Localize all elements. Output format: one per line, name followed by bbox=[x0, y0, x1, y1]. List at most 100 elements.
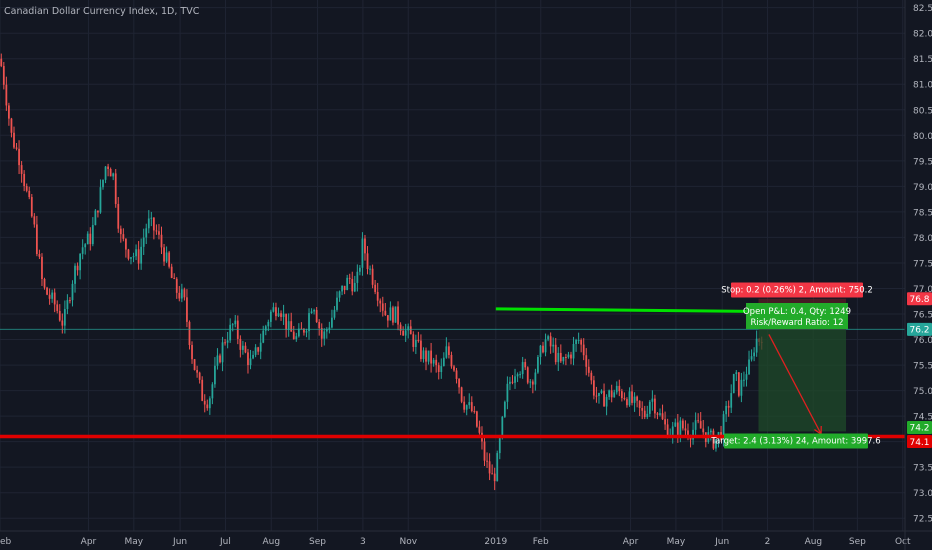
candle-body bbox=[125, 238, 127, 250]
candle-body bbox=[97, 210, 99, 213]
candle-body bbox=[358, 267, 361, 272]
candle-body bbox=[519, 374, 522, 376]
candle-body bbox=[282, 313, 285, 317]
candle-body bbox=[308, 313, 310, 332]
candle-body bbox=[552, 344, 555, 347]
candle-body bbox=[440, 366, 443, 372]
candle-body bbox=[170, 266, 173, 278]
candle-body bbox=[163, 247, 165, 262]
candle-body bbox=[414, 340, 417, 347]
x-tick-label: Sep bbox=[849, 537, 866, 547]
y-tick-label: 72.5 bbox=[913, 515, 932, 525]
candle-body bbox=[468, 402, 471, 406]
candle-body bbox=[740, 379, 743, 396]
candle-body bbox=[470, 402, 473, 412]
candle-body bbox=[585, 355, 588, 367]
candle-body bbox=[160, 234, 163, 248]
candle-body bbox=[122, 234, 125, 239]
candle-body bbox=[638, 400, 641, 408]
open-pl-text: Risk/Reward Ratio: 12 bbox=[750, 318, 843, 328]
candle-body bbox=[102, 179, 104, 188]
candle-body bbox=[435, 359, 438, 366]
candle-body bbox=[384, 310, 387, 316]
candle-body bbox=[193, 359, 196, 370]
x-tick-label: Jun bbox=[172, 537, 187, 547]
candle-body bbox=[463, 401, 466, 410]
candle-body bbox=[404, 330, 407, 336]
y-tick-label: 77.5 bbox=[913, 259, 932, 269]
y-tick-label: 74.5 bbox=[913, 413, 932, 423]
candle-body bbox=[699, 421, 702, 429]
stop-label-box bbox=[731, 282, 863, 298]
y-tick-label: 73.0 bbox=[913, 489, 932, 499]
price-label-support bbox=[907, 435, 932, 449]
candle-body bbox=[702, 428, 705, 433]
candle-body bbox=[684, 428, 687, 431]
candle-body bbox=[386, 315, 389, 321]
x-tick-label: eb bbox=[0, 537, 12, 547]
candle-body bbox=[643, 410, 646, 418]
candle-body bbox=[557, 352, 560, 363]
candle-body bbox=[709, 430, 712, 433]
candle-body bbox=[674, 422, 677, 427]
candle-body bbox=[249, 358, 252, 366]
candle-body bbox=[430, 350, 432, 364]
candle-body bbox=[577, 339, 580, 341]
candle-body bbox=[570, 354, 572, 359]
candle-body bbox=[529, 381, 532, 383]
candle-body bbox=[297, 328, 300, 337]
candle-body bbox=[554, 344, 557, 363]
candle-body bbox=[374, 284, 377, 292]
candle-body bbox=[442, 357, 445, 367]
candle-body bbox=[697, 420, 700, 422]
candle-body bbox=[371, 268, 374, 285]
candle-body bbox=[381, 303, 384, 311]
open-pl-box bbox=[746, 303, 848, 329]
candle-body bbox=[366, 253, 369, 270]
price-labels: 76.8 76.2 74.2 74.1 bbox=[907, 292, 932, 449]
candle-body bbox=[687, 430, 689, 438]
price-label-text: 74.2 bbox=[909, 424, 929, 434]
candle-body bbox=[41, 256, 43, 280]
x-tick-label: 2 bbox=[765, 537, 771, 547]
candle-body bbox=[132, 256, 135, 258]
candle-body bbox=[325, 329, 328, 332]
candle-body bbox=[89, 233, 92, 245]
target-label-box bbox=[724, 433, 868, 449]
y-tick-label: 76.5 bbox=[913, 311, 932, 321]
x-tick-label: May bbox=[667, 537, 686, 547]
y-tick-label: 80.0 bbox=[913, 132, 932, 142]
candle-body bbox=[539, 345, 542, 358]
candle-body bbox=[422, 350, 425, 360]
candle-body bbox=[562, 357, 565, 362]
candle-body bbox=[651, 398, 654, 402]
x-tick-label: Aug bbox=[262, 537, 280, 547]
candle-body bbox=[732, 374, 735, 394]
candle-body bbox=[580, 339, 583, 345]
candle-body bbox=[631, 391, 633, 403]
candle-body bbox=[682, 420, 684, 429]
price-label-text: 74.1 bbox=[909, 438, 929, 448]
candle-body bbox=[511, 381, 514, 383]
price-label-current bbox=[907, 322, 932, 336]
y-tick-label: 80.5 bbox=[913, 106, 932, 116]
candle-body bbox=[257, 347, 260, 352]
candle-body bbox=[348, 277, 351, 279]
candle-body bbox=[272, 307, 275, 312]
candle-body bbox=[269, 311, 272, 322]
candle-body bbox=[509, 381, 511, 384]
candle-body bbox=[168, 252, 171, 267]
candle-body bbox=[69, 300, 71, 302]
candle-body bbox=[399, 324, 402, 331]
price-label-text: 76.8 bbox=[909, 295, 929, 305]
candle-body bbox=[498, 437, 501, 454]
candle-body bbox=[109, 169, 112, 177]
candle-body bbox=[661, 413, 664, 420]
candle-body bbox=[516, 374, 519, 377]
candle-body bbox=[295, 336, 298, 340]
candle-body bbox=[234, 320, 237, 325]
candle-body bbox=[712, 430, 715, 449]
candle-body bbox=[30, 197, 33, 217]
candle-body bbox=[155, 230, 158, 232]
